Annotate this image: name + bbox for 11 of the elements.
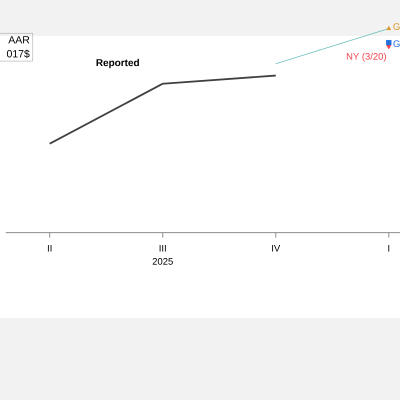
annotation: 017$ [6, 50, 30, 58]
x-tick-label: III [160, 245, 166, 252]
annotation: AAR [8, 36, 30, 44]
x-tick-label: I [388, 245, 390, 252]
series-label: NY (3/20) [346, 52, 386, 62]
series-label: G [393, 23, 400, 30]
x-axis-title: 2025 [152, 258, 173, 265]
x-tick-label: II [48, 245, 52, 252]
series-label: G [393, 40, 400, 48]
x-tick-label: IV [272, 245, 280, 252]
text: Reported [96, 58, 139, 68]
